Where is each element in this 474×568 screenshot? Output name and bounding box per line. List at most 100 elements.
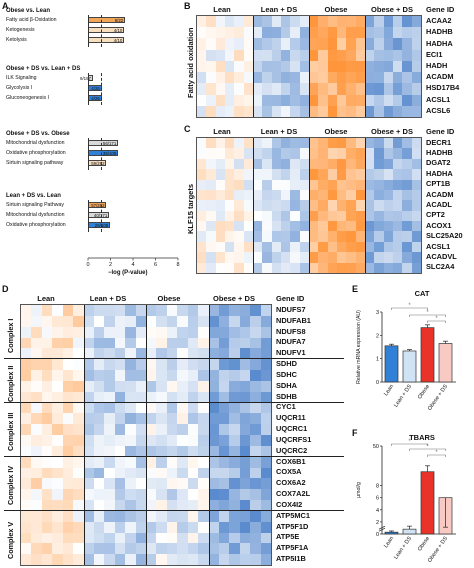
b-gene-label: HADHB <box>426 27 453 37</box>
heatmap-group-divider <box>253 138 254 273</box>
a-x-tick-label: 4 <box>131 262 134 268</box>
heatmap-cell <box>229 370 241 382</box>
heatmap-cell <box>346 105 357 117</box>
heatmap-cell <box>327 189 338 201</box>
heatmap-cell <box>156 337 168 349</box>
c-gene-label: HADHA <box>426 168 453 178</box>
heatmap-cell <box>197 189 207 201</box>
heatmap-cell <box>327 179 338 191</box>
heatmap-cell <box>355 49 366 62</box>
heatmap-cell <box>374 221 385 232</box>
heatmap-cell <box>318 252 329 264</box>
heatmap-cell <box>21 391 32 403</box>
heatmap-cell <box>125 532 137 544</box>
heatmap-cell <box>234 179 245 191</box>
heatmap-cell <box>215 105 226 117</box>
heatmap-cell <box>243 158 254 170</box>
heatmap-cell <box>225 231 235 243</box>
c-gene-label: ACOX1 <box>426 220 452 230</box>
heatmap-cell <box>281 189 291 201</box>
heatmap-cell <box>125 315 137 328</box>
heatmap-cell <box>234 83 245 96</box>
heatmap-cell <box>271 60 282 73</box>
heatmap-cell <box>187 467 199 479</box>
heatmap-cell <box>239 315 251 328</box>
heatmap-cell <box>206 179 217 191</box>
heatmap-cell <box>327 241 338 253</box>
heatmap-cell <box>225 38 235 51</box>
heatmap-cell <box>215 241 226 253</box>
significance-bracket <box>409 448 446 451</box>
heatmap-cell <box>197 105 207 117</box>
heatmap-cell <box>411 105 421 117</box>
a-x-tick-label: 0 <box>86 262 89 268</box>
heatmap-cell <box>135 305 147 317</box>
heatmap-cell <box>146 326 157 338</box>
heatmap-cell <box>73 456 84 468</box>
heatmap-cell <box>21 424 32 436</box>
heatmap-cell <box>383 105 394 117</box>
heatmap-cell <box>327 138 338 149</box>
heatmap-cell <box>299 60 310 73</box>
heatmap-cell <box>146 413 157 425</box>
heatmap-cell <box>393 16 403 28</box>
heatmap-cell <box>197 16 207 28</box>
heatmap-cell <box>234 241 245 253</box>
heatmap-cell <box>271 72 282 84</box>
heatmap-cell <box>156 554 168 565</box>
heatmap-cell <box>355 148 366 160</box>
heatmap-cell <box>206 94 217 107</box>
heatmap-cell <box>239 543 251 555</box>
heatmap-cell <box>177 500 189 512</box>
heatmap-cell <box>318 158 329 170</box>
heatmap-cell <box>83 315 95 328</box>
heatmap-cell <box>125 370 137 382</box>
heatmap-cell <box>253 60 263 73</box>
heatmap-cell <box>93 391 105 403</box>
heatmap-cell <box>21 315 32 328</box>
heatmap-cell <box>215 83 226 96</box>
heatmap-cell <box>337 138 347 149</box>
heatmap-cell <box>260 305 271 317</box>
heatmap-cell <box>374 60 385 73</box>
d-gene-label: COX7A2L <box>276 489 311 499</box>
y-tick-label: 6 <box>376 496 379 502</box>
heatmap-cell <box>52 532 64 544</box>
heatmap-cell <box>93 435 105 447</box>
heatmap-cell <box>411 241 421 253</box>
heatmap-cell <box>41 337 53 349</box>
heatmap-cell <box>234 94 245 107</box>
heatmap-cell <box>290 138 301 149</box>
heatmap-cell <box>393 189 403 201</box>
heatmap-cell <box>271 262 282 273</box>
heatmap-cell <box>271 105 282 117</box>
heatmap-cell <box>229 500 241 512</box>
bar <box>402 350 417 383</box>
heatmap-cell <box>365 252 375 264</box>
heatmap-cell <box>62 500 74 512</box>
heatmap-cell <box>187 445 199 458</box>
heatmap-cell <box>346 210 357 222</box>
heatmap-cell <box>156 370 168 382</box>
heatmap-cell <box>327 262 338 273</box>
heatmap-cell <box>355 210 366 222</box>
heatmap-cell <box>73 305 84 317</box>
heatmap-cell <box>271 210 282 222</box>
heatmap-cell <box>31 391 43 403</box>
heatmap-cell <box>250 337 262 349</box>
heatmap-cell <box>135 337 147 349</box>
d-gene-label: ATP5MC1 <box>276 510 310 520</box>
heatmap-cell <box>402 169 413 181</box>
heatmap-cell <box>83 380 95 393</box>
heatmap-cell <box>218 305 230 317</box>
heatmap-cell <box>290 210 301 222</box>
heatmap-cell <box>290 189 301 201</box>
heatmap-cell <box>156 305 168 317</box>
heatmap-cell <box>218 337 230 349</box>
heatmap-cell <box>365 221 375 232</box>
heatmap-cell <box>31 456 43 468</box>
heatmap-cell <box>309 241 319 253</box>
a-x-tick-label: 2 <box>109 262 112 268</box>
heatmap-cell <box>52 456 64 468</box>
heatmap-cell <box>309 72 319 84</box>
